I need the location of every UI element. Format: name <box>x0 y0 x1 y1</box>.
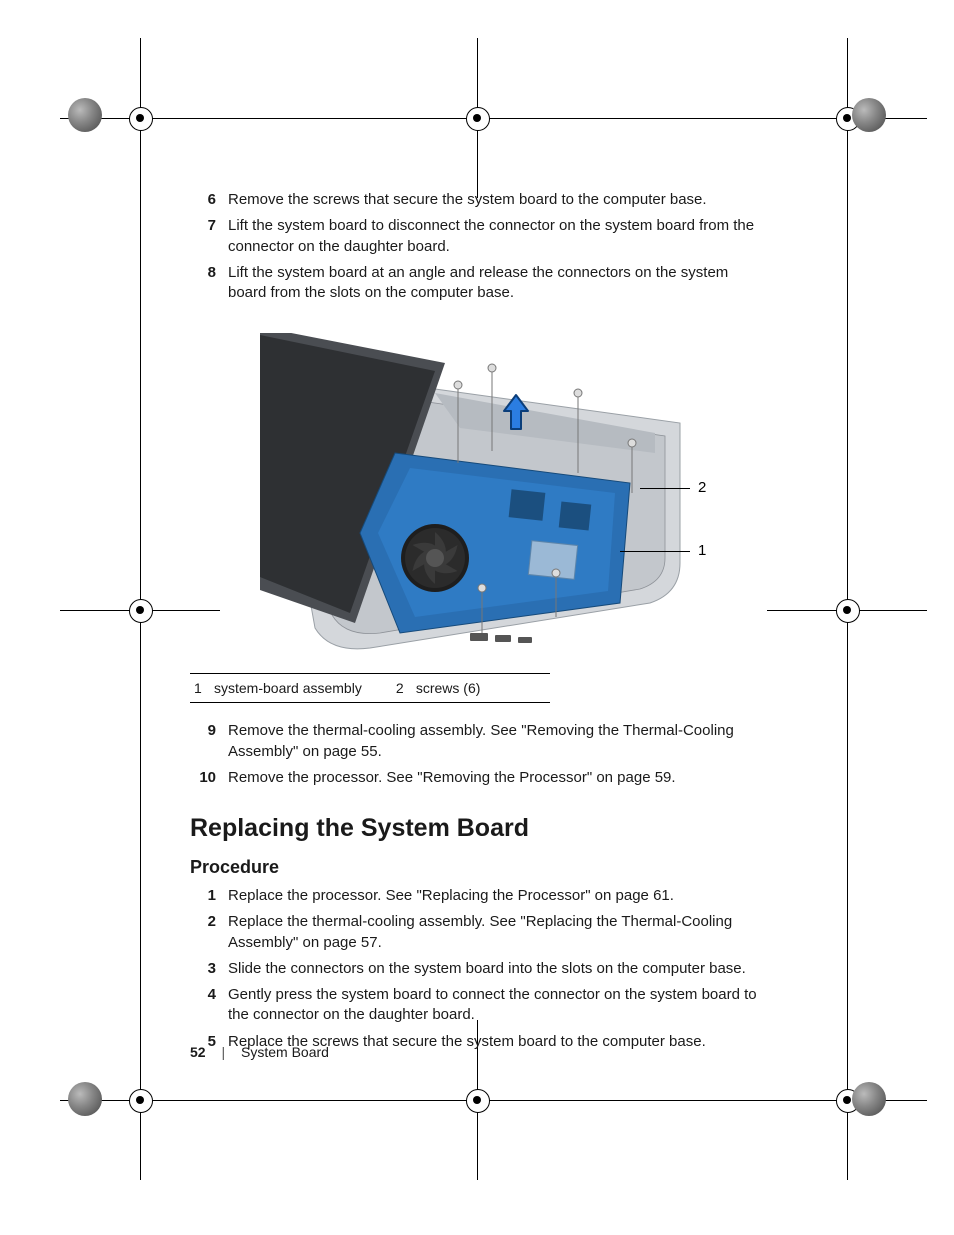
steps-list-procedure: 1Replace the processor. See "Replacing t… <box>190 886 770 1052</box>
lift-arrow-icon <box>502 393 530 433</box>
corner-ball-icon <box>852 98 886 132</box>
step-text: Replace the processor. See "Replacing th… <box>228 886 770 906</box>
figure-legend: 1 system-board assembly 2 screws (6) <box>190 673 550 703</box>
callout-label: 1 <box>698 542 706 559</box>
steps-list-after-figure: 9Remove the thermal-cooling assembly. Se… <box>190 721 770 788</box>
content-area: 6Remove the screws that secure the syste… <box>190 190 770 1066</box>
corner-ball-icon <box>852 1082 886 1116</box>
step-text: Replace the thermal-cooling assembly. Se… <box>228 912 770 953</box>
crop-line-right <box>847 60 848 1175</box>
step-number: 4 <box>190 985 228 1005</box>
legend-item: 2 screws (6) <box>392 680 511 696</box>
crop-line-top <box>60 118 894 119</box>
step-number: 6 <box>190 190 228 210</box>
crop-line-bottom <box>60 1100 894 1101</box>
step-number: 10 <box>190 768 228 788</box>
legend-text: system-board assembly <box>214 680 392 696</box>
step-text: Remove the screws that secure the system… <box>228 190 770 210</box>
step-text: Remove the thermal-cooling assembly. See… <box>228 721 770 762</box>
page-number: 52 <box>190 1044 206 1060</box>
page-footer: 52 | System Board <box>190 1044 329 1060</box>
step-item: 8Lift the system board at an angle and r… <box>190 263 770 304</box>
callout-line <box>640 488 690 489</box>
step-text: Slide the connectors on the system board… <box>228 959 770 979</box>
step-number: 3 <box>190 959 228 979</box>
step-item: 2Replace the thermal-cooling assembly. S… <box>190 912 770 953</box>
legend-number: 1 <box>190 680 214 696</box>
step-number: 1 <box>190 886 228 906</box>
step-item: 9Remove the thermal-cooling assembly. Se… <box>190 721 770 762</box>
figure-wrap: 2 1 <box>260 333 700 653</box>
legend-text: screws (6) <box>416 680 511 696</box>
legend-number: 2 <box>392 680 416 696</box>
step-text: Gently press the system board to connect… <box>228 985 770 1026</box>
step-number: 7 <box>190 216 228 236</box>
corner-ball-icon <box>68 1082 102 1116</box>
step-text: Lift the system board at an angle and re… <box>228 263 770 304</box>
page: 6Remove the screws that secure the syste… <box>0 0 954 1235</box>
corner-ball-icon <box>68 98 102 132</box>
laptop-illustration <box>260 333 700 653</box>
footer-section: System Board <box>241 1044 329 1060</box>
step-number: 2 <box>190 912 228 932</box>
step-item: 7Lift the system board to disconnect the… <box>190 216 770 257</box>
system-board-figure: 2 1 <box>260 333 700 653</box>
legend-item: 1 system-board assembly <box>190 680 392 696</box>
steps-list-continue: 6Remove the screws that secure the syste… <box>190 190 770 303</box>
step-item: 1Replace the processor. See "Replacing t… <box>190 886 770 906</box>
step-item: 6Remove the screws that secure the syste… <box>190 190 770 210</box>
step-text: Lift the system board to disconnect the … <box>228 216 770 257</box>
callout-line <box>620 551 690 552</box>
footer-separator: | <box>209 1044 237 1060</box>
subsection-heading: Procedure <box>190 857 770 878</box>
crop-line-left <box>140 60 141 1175</box>
step-item: 10Remove the processor. See "Removing th… <box>190 768 770 788</box>
callout-label: 2 <box>698 479 706 496</box>
step-number: 8 <box>190 263 228 283</box>
step-text: Remove the processor. See "Removing the … <box>228 768 770 788</box>
step-item: 3Slide the connectors on the system boar… <box>190 959 770 979</box>
step-number: 9 <box>190 721 228 741</box>
section-heading: Replacing the System Board <box>190 814 770 843</box>
step-item: 4Gently press the system board to connec… <box>190 985 770 1026</box>
